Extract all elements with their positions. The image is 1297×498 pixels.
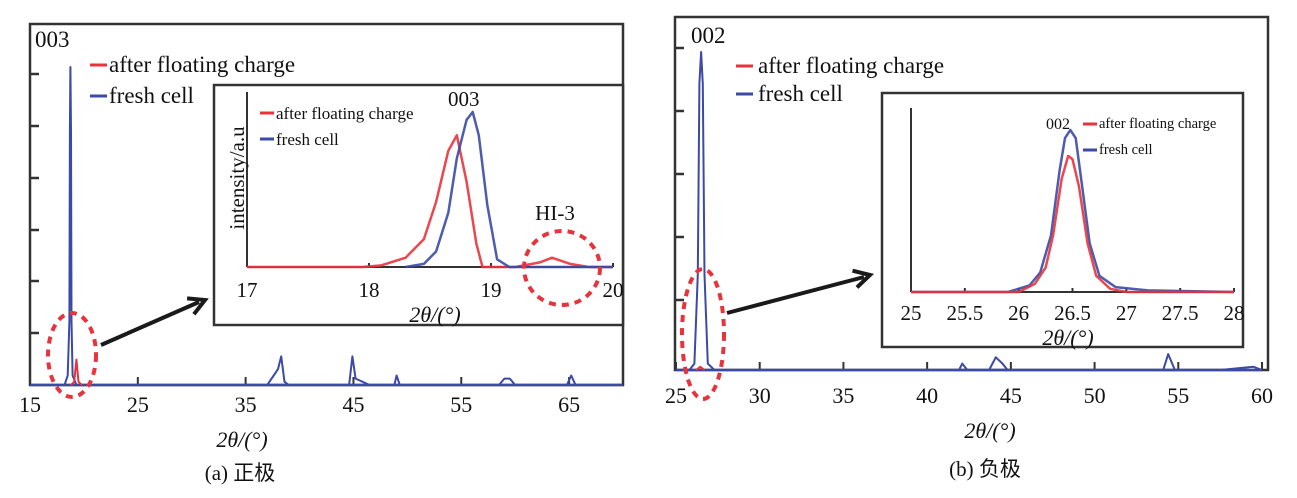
panel-b-inset-legend-fresh-label: fresh cell (1099, 142, 1153, 158)
panel-b-inset-series-fresh-cell (911, 128, 1235, 294)
panel-b-inset-legend-after-label: after floating charge (1099, 116, 1216, 132)
panel-b-xtick-label: 55 (1167, 383, 1189, 408)
panel-a-series-after-floating-charge (70, 358, 83, 386)
panel-a-xtick-label: 65 (558, 392, 580, 417)
panel-b-peak-label: 002 (691, 23, 726, 48)
panel-a-series-fresh-cell (30, 66, 623, 386)
panel-b-xtick-label: 25 (665, 383, 687, 408)
panel-a-inset: 17 18 19 20 (212, 83, 625, 327)
panel-b-inset: 25 25.5 26 26.5 27 27.5 28 (880, 91, 1245, 349)
panel-a-inset-ylabel: intensity/a.u (225, 126, 249, 230)
panel-a: (a) 正极 2θ/(°) 003 after floating charge … (35, 27, 575, 485)
panel-a-legend-after-label: after floating charge (109, 52, 295, 77)
panel-b-inset-xtick-label: 26 (1008, 301, 1029, 325)
panel-b-plot: 25 30 35 40 45 50 55 60 (665, 15, 1273, 408)
panel-a-xtick-label: 55 (450, 392, 472, 417)
panel-a-inset-xlabel: 2θ/(°) (409, 302, 460, 327)
panel-b-inset-xtick-label: 28 (1224, 301, 1245, 325)
panel-b-legend-fresh-label: fresh cell (758, 81, 843, 106)
panel-a-plot: 15 25 35 45 55 65 (19, 22, 625, 417)
panel-a-inset-xtick-label: 17 (237, 278, 258, 302)
panel-b-series-fresh-cell (676, 51, 1263, 371)
panel-a-arrow-shaft (100, 300, 200, 347)
panel-a-arrow-head (186, 296, 209, 316)
panel-b-inset-xlabel: 2θ/(°) (1042, 325, 1093, 350)
panel-a-inset-legend-fresh-label: fresh cell (276, 130, 339, 149)
panel-b-series-after-floating-charge (695, 365, 706, 371)
panel-b-legend-after-label: after floating charge (758, 53, 944, 78)
panel-a-xtick-label: 35 (235, 392, 257, 417)
panel-b-caption: (b) 负极 (949, 457, 1021, 481)
panel-b-inset-xtick-label: 26.5 (1054, 301, 1091, 325)
panel-b-xtick-label: 30 (749, 383, 771, 408)
panel-b: (b) 负极 2θ/(°) 002 after floating charge … (691, 23, 1216, 481)
panel-b-inset-xtick-label: 25 (901, 301, 922, 325)
panel-b-xtick-label: 45 (1000, 383, 1022, 408)
panel-a-caption: (a) 正极 (205, 461, 276, 485)
panel-a-legend-fresh-label: fresh cell (109, 83, 194, 108)
panel-a-inset-series-fresh-cell (405, 110, 613, 269)
panel-b-inset-peak-label: 002 (1046, 116, 1070, 133)
panel-b-dashed-ellipse (680, 267, 726, 401)
panel-a-xlabel: 2θ/(°) (216, 427, 267, 452)
panel-a-inset-series-after-floating-charge (247, 134, 613, 269)
panel-a-inset-frame (212, 83, 625, 327)
panel-b-inset-series-after-floating-charge (911, 154, 1234, 294)
panel-b-xtick-label: 60 (1251, 383, 1273, 408)
panel-a-inset-xtick-label: 18 (359, 278, 380, 302)
panel-a-xtick-label: 45 (342, 392, 364, 417)
panel-a-inset-xtick-label: 20 (603, 278, 624, 302)
panel-b-xtick-label: 35 (832, 383, 854, 408)
panel-b-inset-xtick-label: 27.5 (1162, 301, 1199, 325)
panel-a-xtick-label: 15 (19, 392, 41, 417)
panel-b-arrow-shaft (726, 275, 865, 315)
panel-b-xlabel: 2θ/(°) (964, 418, 1015, 443)
panel-a-peak-label: 003 (35, 27, 70, 52)
panel-a-inset-region-label: HI-3 (535, 201, 575, 225)
panel-a-dashed-ellipse (46, 311, 98, 399)
panel-b-xtick-label: 40 (916, 383, 938, 408)
panel-a-inset-legend-after-label: after floating charge (276, 104, 414, 123)
panel-b-inset-xtick-label: 25.5 (946, 301, 983, 325)
panel-b-arrow-head (852, 268, 875, 289)
panel-a-inset-dashed-circle (522, 229, 602, 307)
panel-a-inset-peak-label: 003 (448, 87, 480, 111)
panel-a-xtick-label: 25 (127, 392, 149, 417)
panel-b-xtick-label: 50 (1084, 383, 1106, 408)
panel-b-inset-frame (880, 91, 1245, 349)
panel-b-inset-xtick-label: 27 (1116, 301, 1137, 325)
panel-a-inset-xtick-label: 19 (481, 278, 502, 302)
